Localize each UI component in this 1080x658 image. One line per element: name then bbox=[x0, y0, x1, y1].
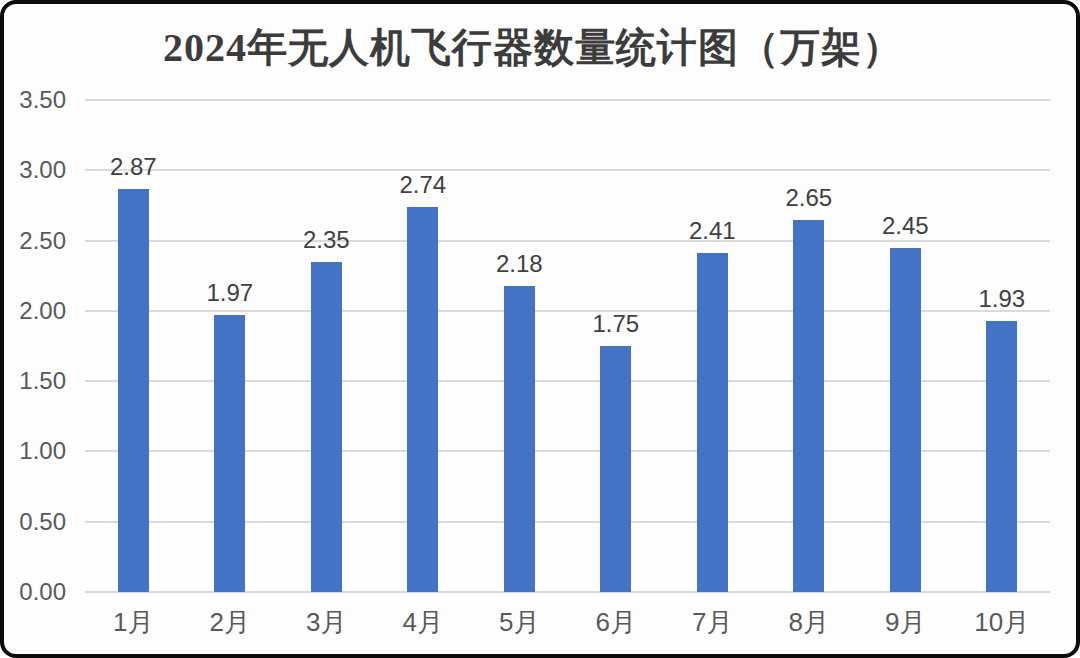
y-tick-label: 0.50 bbox=[12, 510, 66, 534]
bar-1月 bbox=[118, 189, 149, 592]
y-tick-label: 2.50 bbox=[12, 229, 66, 253]
gridline-3.50 bbox=[85, 99, 1050, 101]
gridline-2.50 bbox=[85, 240, 1050, 242]
bar-value-label: 2.35 bbox=[278, 227, 374, 253]
x-tick-label: 1月 bbox=[85, 605, 182, 640]
y-tick-label: 1.50 bbox=[12, 369, 66, 393]
bar-value-label: 2.74 bbox=[375, 172, 471, 198]
bar-value-label: 2.87 bbox=[85, 154, 181, 180]
x-tick-label: 2月 bbox=[182, 605, 279, 640]
chart-frame: 2024年无人机飞行器数量统计图（万架） 2.87 1.97 2.35 2.74 2.1… bbox=[0, 0, 1080, 658]
x-tick-label: 5月 bbox=[471, 605, 568, 640]
bar-6月 bbox=[600, 346, 631, 592]
bar-value-label: 1.75 bbox=[568, 311, 664, 337]
x-axis-labels: 1月2月3月4月5月6月7月8月9月10月 bbox=[85, 605, 1050, 645]
x-tick-label: 9月 bbox=[857, 605, 954, 640]
bar-7月 bbox=[697, 253, 728, 592]
x-tick-label: 10月 bbox=[954, 605, 1051, 640]
x-tick-label: 6月 bbox=[568, 605, 665, 640]
bar-value-label: 2.45 bbox=[857, 213, 953, 239]
plot-area: 2.87 1.97 2.35 2.74 2.18 1.75 2.412.652.45 1.93 bbox=[85, 100, 1050, 592]
bar-value-label: 2.41 bbox=[664, 218, 760, 244]
bar-8月 bbox=[793, 220, 824, 593]
y-axis-labels: 0.000.501.001.502.002.503.003.50 bbox=[12, 100, 66, 592]
y-tick-label: 1.00 bbox=[12, 439, 66, 463]
bar-5月 bbox=[504, 286, 535, 592]
bar-9月 bbox=[890, 248, 921, 592]
x-tick-label: 8月 bbox=[761, 605, 858, 640]
bar-10月 bbox=[986, 321, 1017, 592]
y-tick-label: 2.00 bbox=[12, 299, 66, 323]
bar-value-label: 2.65 bbox=[761, 185, 857, 211]
x-tick-label: 7月 bbox=[664, 605, 761, 640]
bar-3月 bbox=[311, 262, 342, 592]
bar-2月 bbox=[214, 315, 245, 592]
chart-title: 2024年无人机飞行器数量统计图（万架） bbox=[4, 20, 1062, 75]
bar-value-label: 2.18 bbox=[471, 251, 567, 277]
x-tick-label: 4月 bbox=[375, 605, 472, 640]
y-tick-label: 0.00 bbox=[12, 580, 66, 604]
y-tick-label: 3.00 bbox=[12, 158, 66, 182]
bar-4月 bbox=[407, 207, 438, 592]
bar-value-label: 1.97 bbox=[182, 280, 278, 306]
bar-value-label: 1.93 bbox=[954, 286, 1050, 312]
x-tick-label: 3月 bbox=[278, 605, 375, 640]
gridline-3.00 bbox=[85, 169, 1050, 171]
y-tick-label: 3.50 bbox=[12, 88, 66, 112]
